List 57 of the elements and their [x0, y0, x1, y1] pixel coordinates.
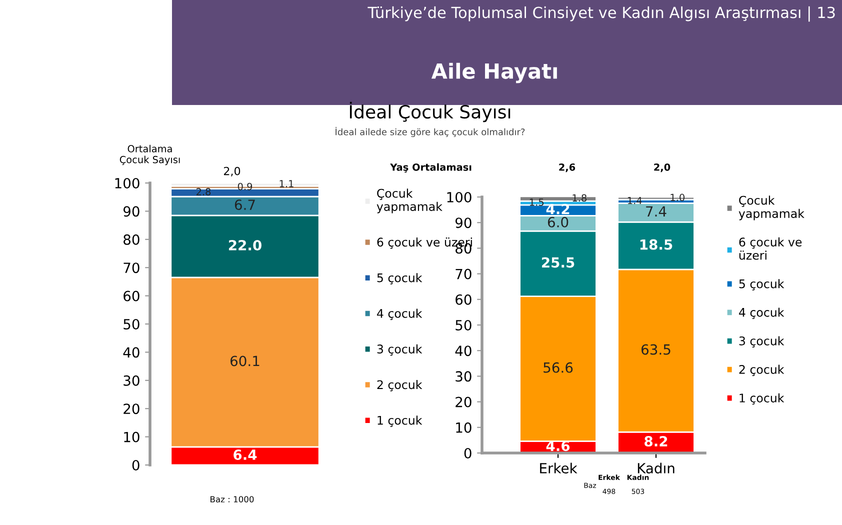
text: 2,6 — [559, 163, 576, 172]
data-label: 18.5 — [640, 239, 672, 250]
data-label: 6.0 — [548, 216, 568, 228]
text: 2,0 — [654, 163, 670, 172]
text: İdeal Çocuk Sayısı — [350, 102, 510, 122]
legend-label: 5 çocuk — [739, 279, 784, 290]
text: Türkiye’de Toplumsal Cinsiyet ve Kadın Algısı Araştırması | 13 — [368, 6, 835, 22]
y-tick-label: 50 — [124, 318, 140, 330]
y-tick-label: 60 — [456, 294, 472, 305]
text: Aile Hayatı — [431, 62, 557, 84]
y-tick-label: 0 — [464, 448, 472, 458]
y-tick-label: 90 — [123, 206, 140, 217]
y-tick-label: 60 — [124, 290, 140, 302]
text: Yaş Ortalaması — [390, 163, 472, 173]
text: 2,0 — [224, 166, 240, 176]
legend-label: 1 çocuk — [740, 393, 784, 405]
text: Baz : 1000 — [210, 496, 254, 502]
data-label: 1.1 — [280, 180, 294, 188]
y-tick-label: 10 — [124, 432, 140, 442]
data-label: 56.6 — [544, 362, 573, 373]
y-tick-label: 40 — [455, 346, 472, 356]
data-label: 6.4 — [234, 450, 257, 460]
legend-label: Çocuk yapmamak — [376, 188, 442, 214]
y-tick-label: 40 — [123, 347, 140, 358]
y-tick-label: 100 — [447, 192, 472, 202]
legend-label: 2 çocuk — [377, 380, 422, 392]
data-label: 25.5 — [542, 257, 574, 268]
y-tick-label: 20 — [456, 396, 472, 408]
data-label: 7.4 — [646, 206, 666, 216]
y-tick-label: 70 — [124, 262, 140, 274]
legend-label: 6 çocuk ve üzeri — [739, 237, 802, 260]
data-label: 63.5 — [642, 344, 670, 355]
legend-label: 4 çocuk — [377, 308, 422, 320]
legend-label: 3 çocuk — [377, 344, 422, 356]
y-tick-label: 50 — [456, 320, 472, 330]
y-tick-label: 100 — [115, 178, 140, 188]
y-tick-label: 80 — [124, 234, 140, 245]
data-label: 2.8 — [196, 188, 211, 196]
y-tick-label: 30 — [456, 371, 472, 382]
y-tick-label: 30 — [124, 375, 140, 386]
y-tick-label: 20 — [124, 404, 140, 414]
y-tick-label: 70 — [456, 268, 472, 280]
y-tick-label: 0 — [132, 460, 140, 470]
data-label: 22.0 — [228, 240, 262, 250]
legend-label: 3 çocuk — [739, 336, 784, 348]
legend-label: Çocuk yapmamak — [738, 196, 804, 220]
legend-label: 1 çocuk — [378, 416, 422, 427]
text: İdeal ailede size göre kaç çocuk olmalıdır? — [336, 126, 525, 138]
data-label: 6.7 — [234, 200, 255, 210]
y-tick-label: 10 — [456, 422, 472, 433]
y-tick-label: 90 — [455, 218, 472, 228]
y-axis-title: Ortalama Çocuk Sayısı — [120, 144, 180, 166]
legend-label: 5 çocuk — [377, 273, 422, 284]
legend-label: 4 çocuk — [739, 308, 784, 319]
legend-label: 2 çocuk — [739, 364, 784, 376]
data-label: 60.1 — [230, 356, 260, 366]
data-label: 8.2 — [644, 436, 668, 447]
